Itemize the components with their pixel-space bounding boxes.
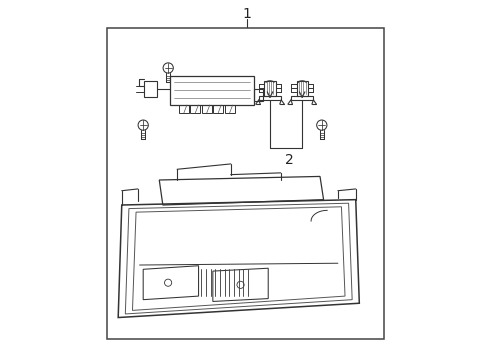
Bar <box>190 105 200 113</box>
Bar <box>259 96 281 100</box>
Bar <box>291 96 314 100</box>
Bar <box>107 28 384 339</box>
Text: 1: 1 <box>243 7 251 21</box>
Bar <box>254 89 263 101</box>
Bar <box>213 105 223 113</box>
Bar <box>170 76 254 105</box>
Bar <box>202 105 212 113</box>
Bar <box>179 105 189 113</box>
Bar <box>144 81 157 97</box>
Text: 2: 2 <box>285 153 294 167</box>
Bar <box>224 105 235 113</box>
